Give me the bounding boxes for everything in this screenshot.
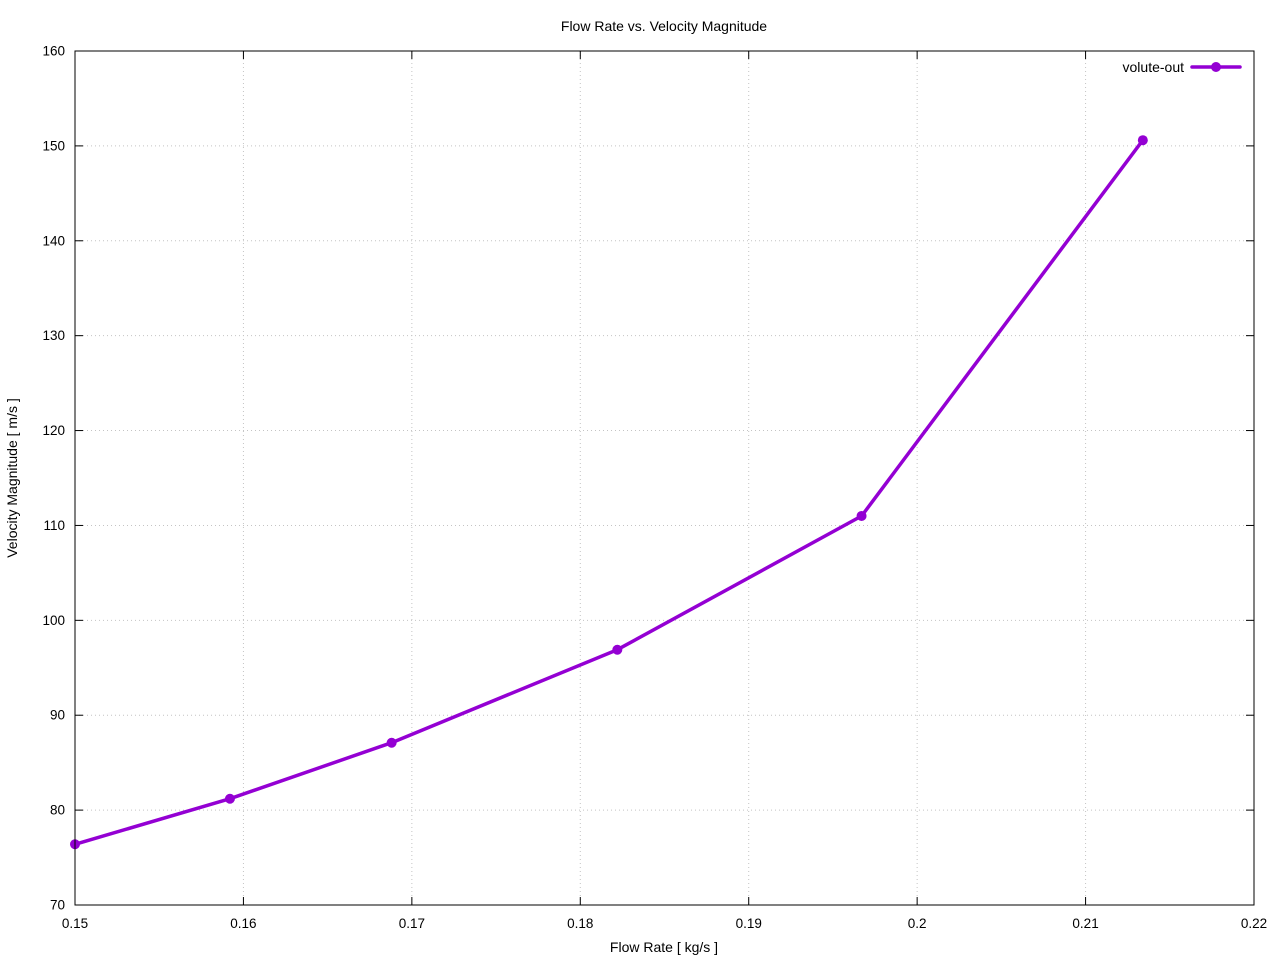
series-line-volute-out (73, 138, 1145, 847)
chart-title: Flow Rate vs. Velocity Magnitude (561, 18, 767, 34)
data-point (386, 737, 397, 748)
y-tick-label: 90 (50, 708, 65, 723)
y-tick-label: 140 (42, 233, 65, 248)
x-tick-label: 0.16 (230, 916, 256, 931)
legend-sample (1190, 62, 1242, 72)
y-tick-label: 120 (42, 423, 65, 438)
y-tick-label: 130 (42, 328, 65, 343)
y-tick-label: 150 (42, 138, 65, 153)
x-tick-label: 0.22 (1241, 916, 1267, 931)
y-tick-label: 80 (50, 803, 65, 818)
x-tick-label: 0.17 (399, 916, 425, 931)
y-axis-label: Velocity Magnitude [ m/s ] (4, 398, 20, 558)
y-tick-label: 160 (42, 44, 65, 59)
grid-layer (74, 50, 1255, 906)
x-tick-label: 0.2 (908, 916, 927, 931)
series-layer (70, 135, 1148, 850)
tick-label-layer: 0.15 0.16 0.17 0.18 0.19 0.2 0.21 0.22 70 80 90 100… (42, 44, 1267, 932)
x-tick-label: 0.21 (1072, 916, 1098, 931)
data-point (856, 510, 867, 521)
legend-sample-marker (1211, 62, 1221, 72)
legend-label: volute-out (1123, 59, 1185, 75)
plot-border (74, 50, 1255, 906)
y-tick-label: 100 (42, 613, 65, 628)
x-tick-label: 0.15 (62, 916, 88, 931)
x-tick-label: 0.18 (567, 916, 593, 931)
data-point (612, 644, 623, 655)
tick-layer (74, 50, 1255, 906)
x-tick-label: 0.19 (736, 916, 762, 931)
data-point (1137, 135, 1148, 146)
y-tick-label: 70 (50, 898, 65, 913)
data-point (224, 793, 235, 804)
y-tick-label: 110 (43, 518, 65, 533)
x-axis-label: Flow Rate [ kg/s ] (610, 939, 718, 955)
